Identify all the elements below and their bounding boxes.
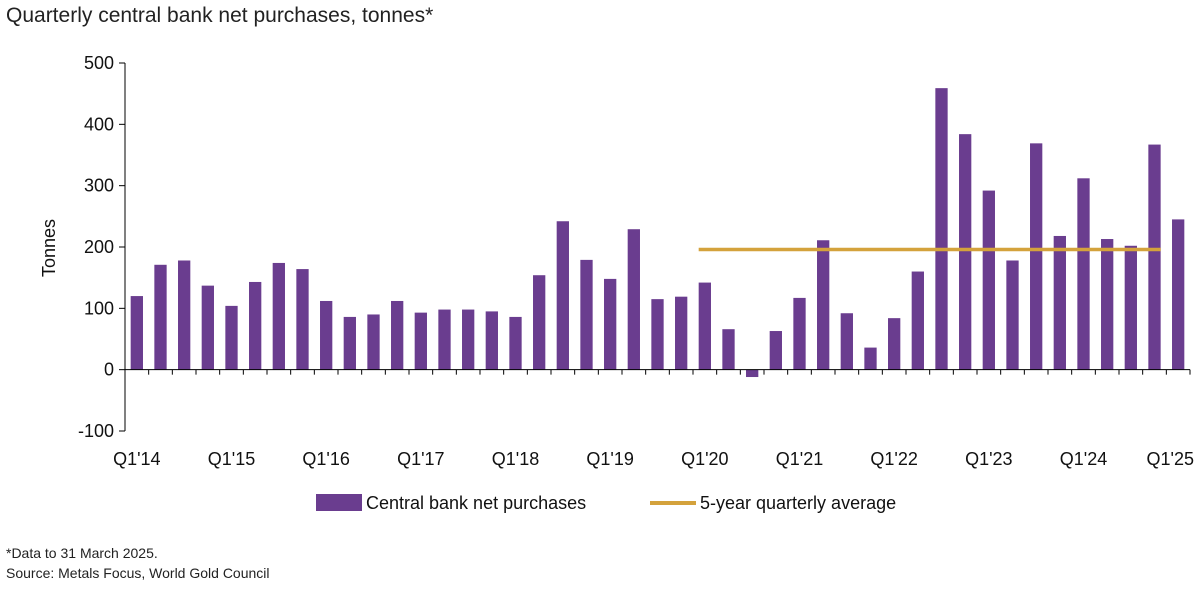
bar (438, 309, 451, 370)
bar (462, 309, 475, 370)
x-tick-label: Q1'23 (965, 449, 1012, 469)
bar (793, 297, 806, 370)
bar (178, 260, 191, 370)
y-tick-label: 500 (84, 53, 114, 73)
legend-swatch-bars (316, 494, 362, 511)
footnote: *Data to 31 March 2025. (6, 545, 158, 561)
bar (1006, 260, 1019, 370)
bar (722, 329, 735, 370)
bar (556, 221, 569, 370)
chart-title: Quarterly central bank net purchases, to… (6, 4, 434, 27)
y-tick-label: 100 (84, 298, 114, 318)
bar (746, 369, 759, 378)
bar (627, 229, 640, 370)
source-note: Source: Metals Focus, World Gold Council (6, 565, 270, 581)
bar (249, 281, 262, 370)
bar (343, 316, 356, 370)
bar (840, 313, 853, 370)
bar (675, 296, 688, 370)
bar (391, 300, 404, 370)
bar (911, 271, 924, 370)
bar (414, 312, 427, 370)
bar (1053, 235, 1066, 370)
x-tick-label: Q1'18 (492, 449, 539, 469)
bar (1148, 144, 1161, 370)
bar (769, 331, 782, 370)
bar (272, 262, 285, 370)
y-axis-label: Tonnes (39, 219, 59, 277)
bar (154, 264, 167, 370)
bar (367, 314, 380, 370)
bar (959, 134, 972, 370)
x-axis: Q1'14 Q1'15 Q1'16 Q1'17 Q1'18 Q1'19 Q1'20 Q1'21… (113, 369, 1194, 469)
bar (982, 190, 995, 370)
bar (651, 299, 664, 370)
y-tick-label: -100 (78, 421, 114, 441)
x-tick-label: Q1'14 (113, 449, 160, 469)
bar (296, 269, 309, 370)
legend: Central bank net purchases 5-year quarte… (316, 493, 896, 513)
y-axis: 500 400 300 200 100 0 -100 (78, 53, 126, 441)
x-tick-label: Q1'16 (302, 449, 349, 469)
bar (320, 300, 333, 370)
y-tick-label: 0 (104, 360, 114, 380)
y-tick-label: 200 (84, 237, 114, 257)
x-tick-label: Q1'15 (208, 449, 255, 469)
bar (485, 311, 498, 370)
x-tick-label: Q1'22 (870, 449, 917, 469)
x-tick-label: Q1'20 (681, 449, 728, 469)
y-tick-label: 300 (84, 176, 114, 196)
bar (533, 275, 546, 370)
bar (604, 278, 617, 370)
bar (935, 88, 948, 370)
bar (201, 285, 214, 370)
bar (1101, 239, 1114, 370)
x-tick-label: Q1'19 (586, 449, 633, 469)
bar (580, 259, 593, 370)
bar (864, 347, 877, 370)
bars (130, 88, 1185, 378)
bar (225, 305, 238, 370)
bar (1030, 143, 1043, 370)
bar (698, 282, 711, 370)
legend-label-bars: Central bank net purchases (366, 493, 586, 513)
x-tick-label: Q1'25 (1147, 449, 1194, 469)
x-tick-label: Q1'21 (776, 449, 823, 469)
y-tick-label: 400 (84, 114, 114, 134)
bar (888, 318, 901, 370)
bar (509, 316, 522, 370)
bar (817, 240, 830, 370)
bar (1077, 178, 1090, 370)
legend-label-average: 5-year quarterly average (700, 493, 896, 513)
bar (130, 296, 143, 370)
bar (1124, 245, 1137, 370)
x-tick-label: Q1'24 (1060, 449, 1107, 469)
bar (1172, 219, 1185, 370)
x-tick-label: Q1'17 (397, 449, 444, 469)
